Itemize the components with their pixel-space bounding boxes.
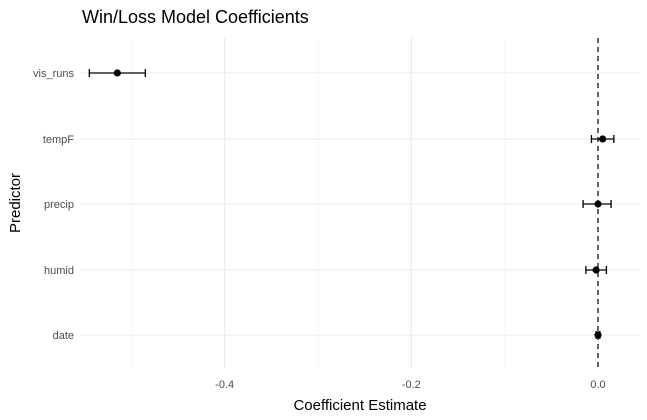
x-tick-label: -0.4 [215,379,234,391]
y-tick-label: vis_runs [33,68,74,80]
coefficient-humid [585,266,608,274]
coefficient-marks [88,69,615,339]
y-axis-title: Predictor [7,173,24,233]
coefficient-tempF [590,135,615,143]
y-tick-label: date [53,330,74,342]
x-tick-label: 0.0 [590,379,605,391]
point-estimate [599,135,607,143]
x-axis-title: Coefficient Estimate [293,397,426,414]
grid [80,38,640,368]
chart-title: Win/Loss Model Coefficients [82,7,309,27]
y-axis-ticks: vis_runs tempF precip humid date [33,68,74,342]
x-axis-ticks: -0.4 -0.2 0.0 [215,379,605,391]
y-tick-label: tempF [43,134,74,146]
point-estimate [594,200,602,208]
point-estimate [592,266,600,274]
y-tick-label: precip [44,199,74,211]
point-estimate [594,331,602,339]
coefficient-vis_runs [88,69,146,77]
y-tick-label: humid [44,265,74,277]
x-tick-label: -0.2 [402,379,421,391]
point-estimate [113,69,121,77]
coefficient-date [594,331,602,339]
coefficient-precip [582,200,612,208]
